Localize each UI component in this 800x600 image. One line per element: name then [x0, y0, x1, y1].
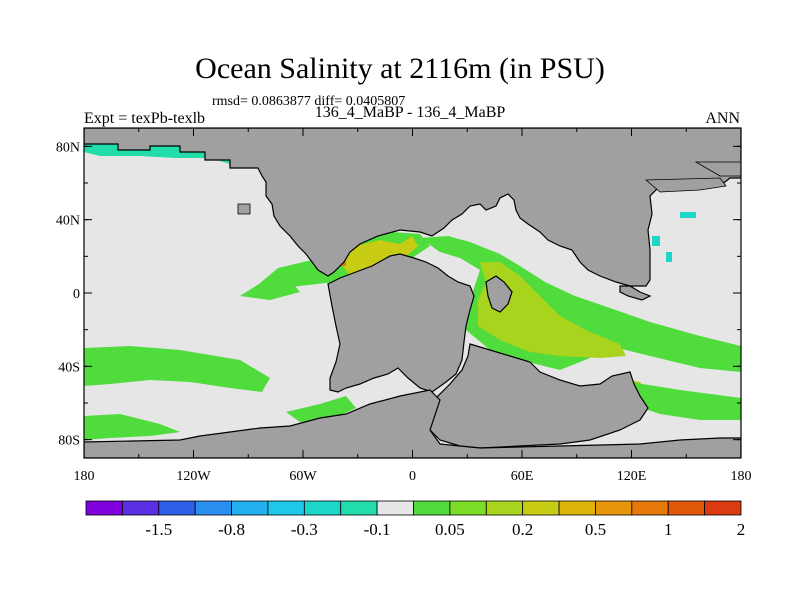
lat-tick-label: 80S — [58, 434, 80, 449]
lat-tick-label: 40S — [58, 360, 80, 375]
run-label: 136_4_MaBP - 136_4_MaBP — [314, 104, 506, 121]
landmass-northern-island-east — [619, 285, 652, 301]
colorbar-swatch — [558, 500, 596, 516]
colorbar-swatch — [340, 500, 378, 516]
southern-ocean-band-west — [84, 346, 270, 392]
indian-yellow-core — [478, 262, 626, 358]
colorbar-label: 0.2 — [512, 520, 533, 539]
map-title: Ocean Salinity at 2116m (in PSU) — [195, 52, 605, 85]
landmass-northern-continent — [84, 128, 741, 287]
mediterranean-yellow — [340, 236, 418, 276]
colorbar-label: -0.1 — [364, 520, 391, 539]
colorbar-swatch — [485, 500, 524, 516]
pacific-cyan-specks — [652, 212, 696, 262]
landmass-antarctic — [84, 389, 741, 458]
landmass-southern-continent — [327, 253, 475, 393]
colorbar-swatch — [85, 500, 123, 516]
colorbar-swatch — [522, 500, 560, 516]
colorbar-swatch — [194, 500, 232, 516]
land-islands-3 — [694, 161, 741, 177]
colorbar-swatch — [413, 500, 451, 516]
land-islands-1 — [237, 203, 251, 215]
landmass-eastern-shelf — [485, 275, 513, 313]
colorbar-swatch — [158, 500, 196, 516]
land-islands-2 — [644, 177, 727, 193]
colorbar-swatch — [667, 500, 706, 516]
colorbar-swatch — [376, 500, 414, 516]
lat-tick-label: 80N — [56, 140, 80, 155]
colorbar-swatch — [704, 500, 742, 516]
lon-tick-label: 120W — [176, 469, 211, 484]
colorbar-swatch — [595, 500, 633, 516]
land-masses — [84, 128, 741, 458]
atlantic-green-tongue-2 — [240, 280, 300, 300]
lon-tick-label: 60E — [511, 469, 534, 484]
colorbar-label: 0.5 — [585, 520, 606, 539]
latitude-ticks: 80N 40N 0 40S 80S — [56, 140, 741, 449]
small-land-patches — [237, 161, 741, 215]
experiment-label: Expt = texPb-texlb — [84, 110, 206, 127]
southern-ocean-band-east — [630, 382, 741, 420]
longitude-ticks: 180 120W 60W 0 60E 120E 180 — [74, 128, 752, 484]
season-label: ANN — [705, 110, 740, 127]
lon-tick-label: 120E — [617, 469, 647, 484]
colorbar-label: -0.3 — [291, 520, 318, 539]
colorbar-label: 1 — [664, 520, 673, 539]
lon-tick-label: 60W — [289, 469, 317, 484]
lat-tick-label: 40N — [56, 214, 80, 229]
colorbar — [85, 500, 742, 516]
colorbar-swatch — [267, 500, 305, 516]
colorbar-label: -0.8 — [218, 520, 245, 539]
colorbar-label: -1.5 — [145, 520, 172, 539]
southern-ocean-band-sw — [84, 414, 180, 440]
colorbar-swatch — [231, 500, 269, 516]
lon-tick-label: 180 — [731, 469, 752, 484]
colorbar-swatch — [449, 500, 487, 516]
lat-tick-label: 0 — [73, 287, 80, 302]
colorbar-labels: -1.5 -0.8 -0.3 -0.1 0.05 0.2 0.5 1 2 — [145, 520, 745, 539]
colorbar-swatch — [631, 500, 669, 516]
colorbar-swatch — [303, 500, 342, 516]
colorbar-label: 2 — [737, 520, 746, 539]
map-panel — [84, 128, 741, 458]
colorbar-swatch — [121, 500, 160, 516]
lon-tick-label: 180 — [74, 469, 95, 484]
colorbar-label: 0.05 — [435, 520, 465, 539]
lon-tick-label: 0 — [409, 469, 416, 484]
rmsd-diff-stats: rmsd= 0.0863877 diff= 0.0405807 — [212, 94, 406, 109]
